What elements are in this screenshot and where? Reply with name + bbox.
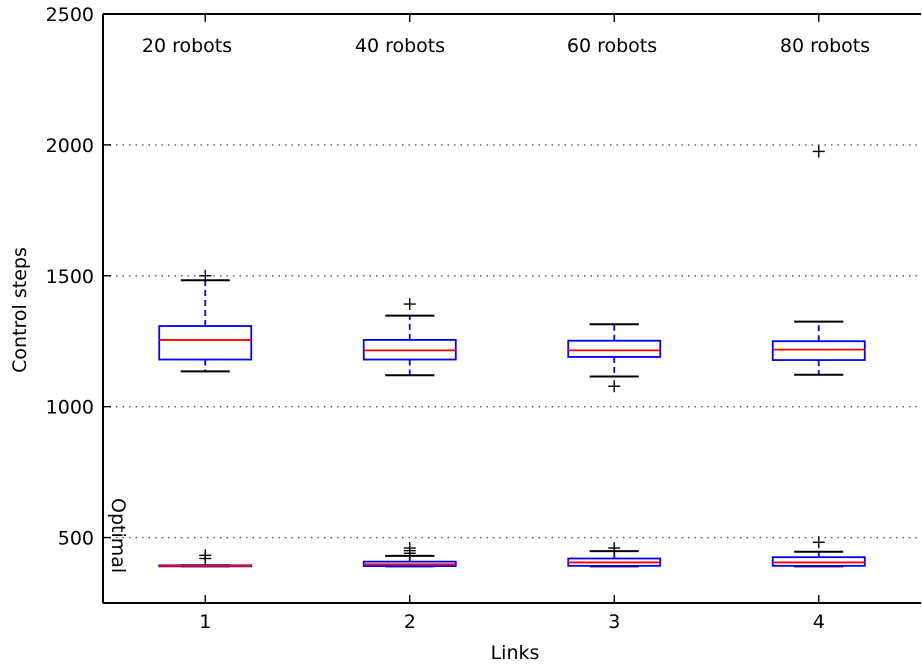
box-iqr [567,339,662,358]
optimal-label: Optimal [107,498,129,573]
outlier-point [199,269,212,282]
x-tick-label: 4 [813,611,825,633]
box-2 [362,542,457,568]
box-3 [567,323,662,393]
outlier-point [812,536,825,549]
x-tick-label: 1 [199,611,211,633]
box-1 [158,549,253,568]
box-iqr [771,556,866,567]
box-2 [362,298,457,377]
outlier-point [403,542,416,555]
ticks: 500 1000 1500 2000 2500 1 2 3 4 [46,4,825,633]
box-iqr [771,340,866,361]
y-axis-label: Control steps [9,247,31,373]
outlier-point [812,145,825,158]
x-tick-label: 2 [404,611,416,633]
y-tick-label: 2000 [46,135,94,157]
box-3 [567,542,662,568]
y-tick-label: 1500 [46,266,94,288]
box-1 [158,269,253,373]
axes [102,13,921,604]
y-tick-label: 500 [58,528,94,550]
x-tick-label: 3 [608,611,620,633]
group-label-2: 40 robots [355,35,445,57]
y-tick-label: 2500 [46,4,94,26]
outlier-point [199,549,212,562]
outlier-point [608,542,621,555]
box-iqr [158,325,253,361]
box-4 [771,536,866,568]
group-label-1: 20 robots [142,35,232,57]
group-label-3: 60 robots [567,35,657,57]
x-axis-label: Links [491,642,540,664]
group-label-4: 80 robots [780,35,870,57]
outlier-point [403,298,416,311]
boxes [158,145,866,568]
outlier-point [608,380,621,393]
y-tick-label: 1000 [46,397,94,419]
annotations: 20 robots 40 robots 60 robots 80 robots … [107,35,870,573]
box-4 [771,145,866,376]
